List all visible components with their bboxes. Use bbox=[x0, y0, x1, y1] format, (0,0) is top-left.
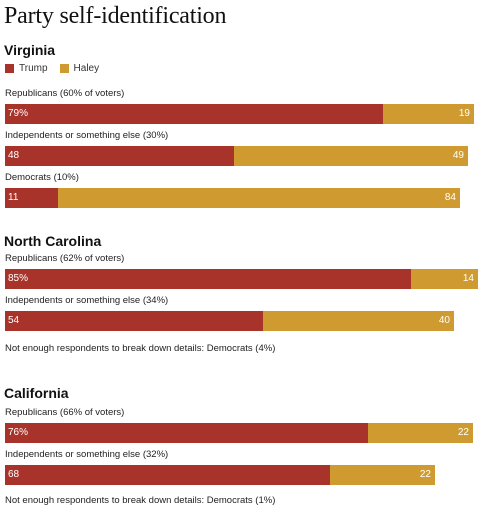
value-label-haley: 22 bbox=[419, 469, 431, 480]
legend: Trump Haley bbox=[5, 62, 111, 74]
bar-trump bbox=[5, 465, 330, 485]
value-label-trump: 54 bbox=[8, 315, 20, 326]
value-label-trump: 76% bbox=[8, 427, 29, 438]
legend-label: Haley bbox=[73, 62, 100, 74]
value-label-trump: 11 bbox=[8, 192, 19, 203]
bar-trump bbox=[5, 311, 263, 331]
section-title-north-carolina: North Carolina bbox=[4, 233, 102, 249]
bar-haley bbox=[383, 104, 474, 124]
row-label: Independents or something else (30%) bbox=[5, 130, 169, 141]
note-text: Not enough respondents to break down det… bbox=[5, 343, 276, 354]
bar-haley bbox=[263, 311, 454, 331]
bar-haley bbox=[411, 269, 478, 289]
value-label-haley: 19 bbox=[458, 108, 470, 119]
bar-track: 68 22 bbox=[5, 465, 483, 485]
bar-track: 79% 19 bbox=[5, 104, 483, 124]
bar-haley bbox=[330, 465, 435, 485]
value-label-haley: 22 bbox=[457, 427, 469, 438]
bar-trump bbox=[5, 146, 234, 166]
value-label-trump: 85% bbox=[8, 273, 29, 284]
bar-track: 85% 14 bbox=[5, 269, 483, 289]
bar-track: 54 40 bbox=[5, 311, 483, 331]
bar-haley bbox=[234, 146, 468, 166]
legend-item-trump: Trump bbox=[5, 63, 48, 74]
bar-track: 11 84 bbox=[5, 188, 483, 208]
value-label-haley: 49 bbox=[452, 150, 464, 161]
bar-track: 48 49 bbox=[5, 146, 483, 166]
value-label-haley: 40 bbox=[438, 315, 450, 326]
row-label: Independents or something else (34%) bbox=[5, 295, 169, 306]
value-label-haley: 14 bbox=[462, 273, 474, 284]
bar-haley bbox=[368, 423, 473, 443]
row-label: Democrats (10%) bbox=[5, 172, 79, 183]
value-label-trump: 79% bbox=[8, 108, 29, 119]
bar-trump bbox=[5, 269, 411, 289]
note-text: Not enough respondents to break down det… bbox=[5, 495, 276, 506]
bar-haley bbox=[58, 188, 460, 208]
bar-trump bbox=[5, 104, 383, 124]
bar-trump bbox=[5, 188, 58, 208]
bar-trump bbox=[5, 423, 368, 443]
row-label: Republicans (60% of voters) bbox=[5, 88, 125, 99]
legend-swatch-haley bbox=[59, 63, 69, 73]
row-label: Republicans (66% of voters) bbox=[5, 407, 125, 418]
value-label-trump: 48 bbox=[8, 150, 20, 161]
section-title-california: California bbox=[4, 385, 69, 401]
value-label-haley: 84 bbox=[444, 192, 456, 203]
legend-item-haley: Haley bbox=[59, 62, 100, 74]
row-label: Independents or something else (32%) bbox=[5, 449, 169, 460]
value-label-trump: 68 bbox=[8, 469, 20, 480]
row-label: Republicans (62% of voters) bbox=[5, 253, 125, 264]
section-title-virginia: Virginia bbox=[4, 42, 56, 58]
legend-swatch-trump bbox=[5, 63, 14, 73]
chart-title: Party self-identification bbox=[4, 3, 227, 29]
bar-track: 76% 22 bbox=[5, 423, 483, 443]
legend-label: Trump bbox=[19, 62, 48, 74]
